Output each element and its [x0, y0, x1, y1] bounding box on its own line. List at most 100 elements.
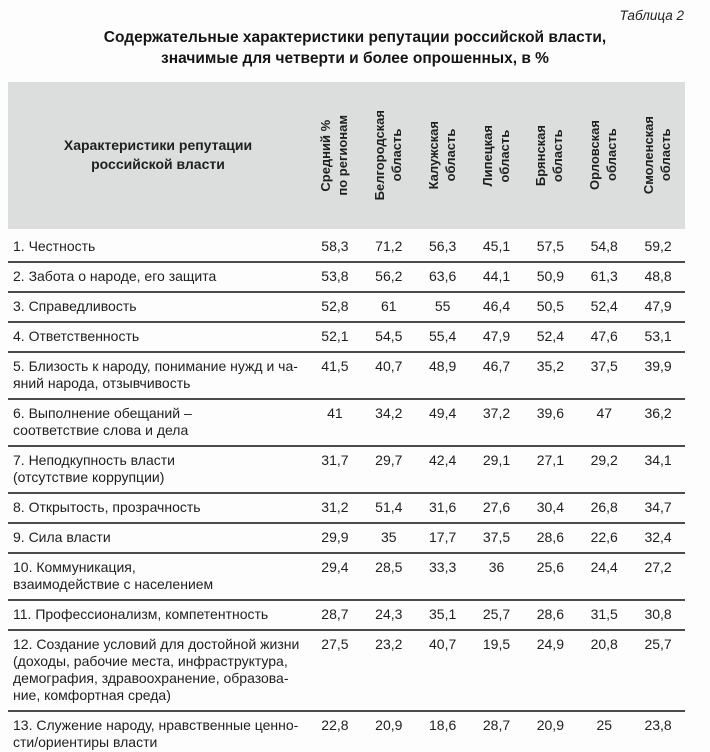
cell-value: 29,2: [590, 451, 618, 468]
cell-value: 52,4: [536, 327, 564, 344]
column-header-label: Орловская область: [587, 120, 620, 191]
column-header-label: Белгородская область: [371, 110, 404, 201]
cell-value: 27,6: [482, 498, 511, 515]
cell-value: 53,8: [321, 267, 349, 284]
cell-value: 19,5: [482, 635, 511, 652]
cell-value: 34,2: [375, 404, 403, 421]
cell-value: 33,3: [429, 558, 457, 575]
cell-value: 39,6: [536, 404, 564, 421]
cell-value: 31,5: [590, 605, 618, 622]
cell-value: 59,2: [644, 237, 672, 254]
cell-value: 23,2: [375, 635, 403, 652]
cell-value: 46,7: [482, 357, 511, 374]
row-label: 3. Справедливость: [13, 297, 137, 314]
cell-value: 29,4: [321, 558, 349, 575]
row-label: 4. Ответственность: [13, 327, 140, 344]
row-label: 7. Неподкупность власти (отсутствие корр…: [13, 451, 175, 485]
row-label: 9. Сила власти: [13, 528, 111, 545]
cell-value: 28,5: [375, 558, 403, 575]
cell-value: 44,1: [482, 267, 511, 284]
cell-value: 41: [327, 404, 343, 421]
column-header-label: Брянская область: [533, 124, 566, 186]
cell-value: 54,5: [375, 327, 403, 344]
cell-value: 61: [381, 297, 397, 314]
cell-value: 47,6: [590, 327, 618, 344]
cell-value: 50,5: [536, 297, 564, 314]
cell-value: 36,2: [644, 404, 672, 421]
cell-value: 39,9: [644, 357, 672, 374]
table-row: 5. Близость к народу, понимание нужд и ч…: [8, 353, 685, 400]
table-row: 10. Коммуникация, взаимодействие с насел…: [8, 554, 685, 601]
cell-value: 71,2: [375, 237, 403, 254]
column-header-cell: Орловская область: [577, 82, 631, 229]
cell-value: 51,4: [375, 498, 403, 515]
cell-value: 31,7: [321, 451, 349, 468]
column-header-label: Липецкая область: [479, 124, 512, 187]
cell-value: 24,3: [375, 605, 403, 622]
cell-value: 34,1: [644, 451, 672, 468]
table-row: 9. Сила власти 29,9 35 17,7 37,5 28,6 22,6 32,…: [8, 524, 685, 554]
cell-value: 53,1: [644, 327, 672, 344]
table-row: 4. Ответственность 52,1 54,5 55,4 47,9 52,4 4…: [8, 323, 685, 353]
column-header-label: Средний % по регионам: [318, 115, 350, 196]
cell-value: 24,9: [536, 635, 564, 652]
cell-value: 57,5: [536, 237, 564, 254]
cell-value: 30,4: [536, 498, 564, 515]
cell-value: 28,6: [536, 528, 564, 545]
cell-value: 52,4: [590, 297, 618, 314]
cell-value: 41,5: [321, 357, 349, 374]
cell-value: 48,9: [429, 357, 457, 374]
cell-value: 29,7: [375, 451, 403, 468]
cell-value: 20,8: [590, 635, 618, 652]
cell-value: 46,4: [482, 297, 511, 314]
cell-value: 22,6: [590, 528, 618, 545]
column-header-cell: Белгородская область: [362, 82, 416, 229]
table-row: 6. Выполнение обещаний – соответствие сл…: [8, 400, 685, 447]
column-header-label: Смоленская область: [641, 116, 674, 195]
table-row: 12. Создание условий для достойной жизни…: [8, 631, 685, 712]
cell-value: 55,4: [429, 327, 457, 344]
cell-value: 63,6: [429, 267, 457, 284]
cell-value: 29,9: [321, 528, 349, 545]
reputation-table: Характеристики репутации российской влас…: [8, 81, 685, 752]
table-row: 11. Профессионализм, компетентность 28,7…: [8, 601, 685, 631]
cell-value: 34,7: [644, 498, 672, 515]
cell-value: 18,6: [429, 716, 457, 733]
cell-value: 42,4: [429, 451, 457, 468]
cell-value: 26,8: [590, 498, 618, 515]
table-row: 1. Честность 58,3 71,2 56,3 45,1 57,5 54,8 59,…: [8, 233, 685, 263]
table-row: 3. Справедливость 52,8 61 55 46,4 50,5 52,4 47…: [8, 293, 685, 323]
column-header-label: Калужская область: [425, 121, 458, 190]
cell-value: 37,5: [590, 357, 618, 374]
cell-value: 29,1: [482, 451, 511, 468]
cell-value: 25,6: [536, 558, 564, 575]
cell-value: 35,2: [536, 357, 564, 374]
row-label: 6. Выполнение обещаний – соответствие сл…: [13, 404, 192, 438]
cell-value: 27,1: [536, 451, 564, 468]
cell-value: 48,8: [644, 267, 672, 284]
row-label: 2. Забота о народе, его защита: [13, 267, 217, 284]
cell-value: 40,7: [375, 357, 403, 374]
cell-value: 56,3: [429, 237, 457, 254]
cell-value: 36: [488, 558, 505, 575]
row-label: 12. Создание условий для достойной жизни…: [13, 635, 300, 703]
cell-value: 23,8: [644, 716, 672, 733]
cell-value: 28,7: [482, 716, 511, 733]
table-row: 8. Открытость, прозрачность 31,2 51,4 31,6…: [8, 494, 685, 524]
table-title: Содержательные характеристики репутации …: [103, 29, 607, 67]
cell-value: 30,8: [644, 605, 672, 622]
column-header-cell: Липецкая область: [470, 82, 524, 229]
cell-value: 31,6: [429, 498, 457, 515]
table-header-row: Характеристики репутации российской влас…: [8, 81, 685, 229]
cell-value: 32,4: [644, 528, 672, 545]
cell-value: 20,9: [375, 716, 403, 733]
cell-value: 47,9: [644, 297, 672, 314]
row-label: 1. Честность: [13, 237, 96, 254]
row-label: 10. Коммуникация, взаимодействие с насел…: [13, 558, 214, 592]
cell-value: 25,7: [644, 635, 672, 652]
cell-value: 54,8: [590, 237, 618, 254]
column-header-cell: Средний % по регионам: [308, 82, 362, 229]
table-row: 13. Служение народу, нравственные ценно-…: [8, 712, 685, 752]
cell-value: 37,5: [482, 528, 511, 545]
